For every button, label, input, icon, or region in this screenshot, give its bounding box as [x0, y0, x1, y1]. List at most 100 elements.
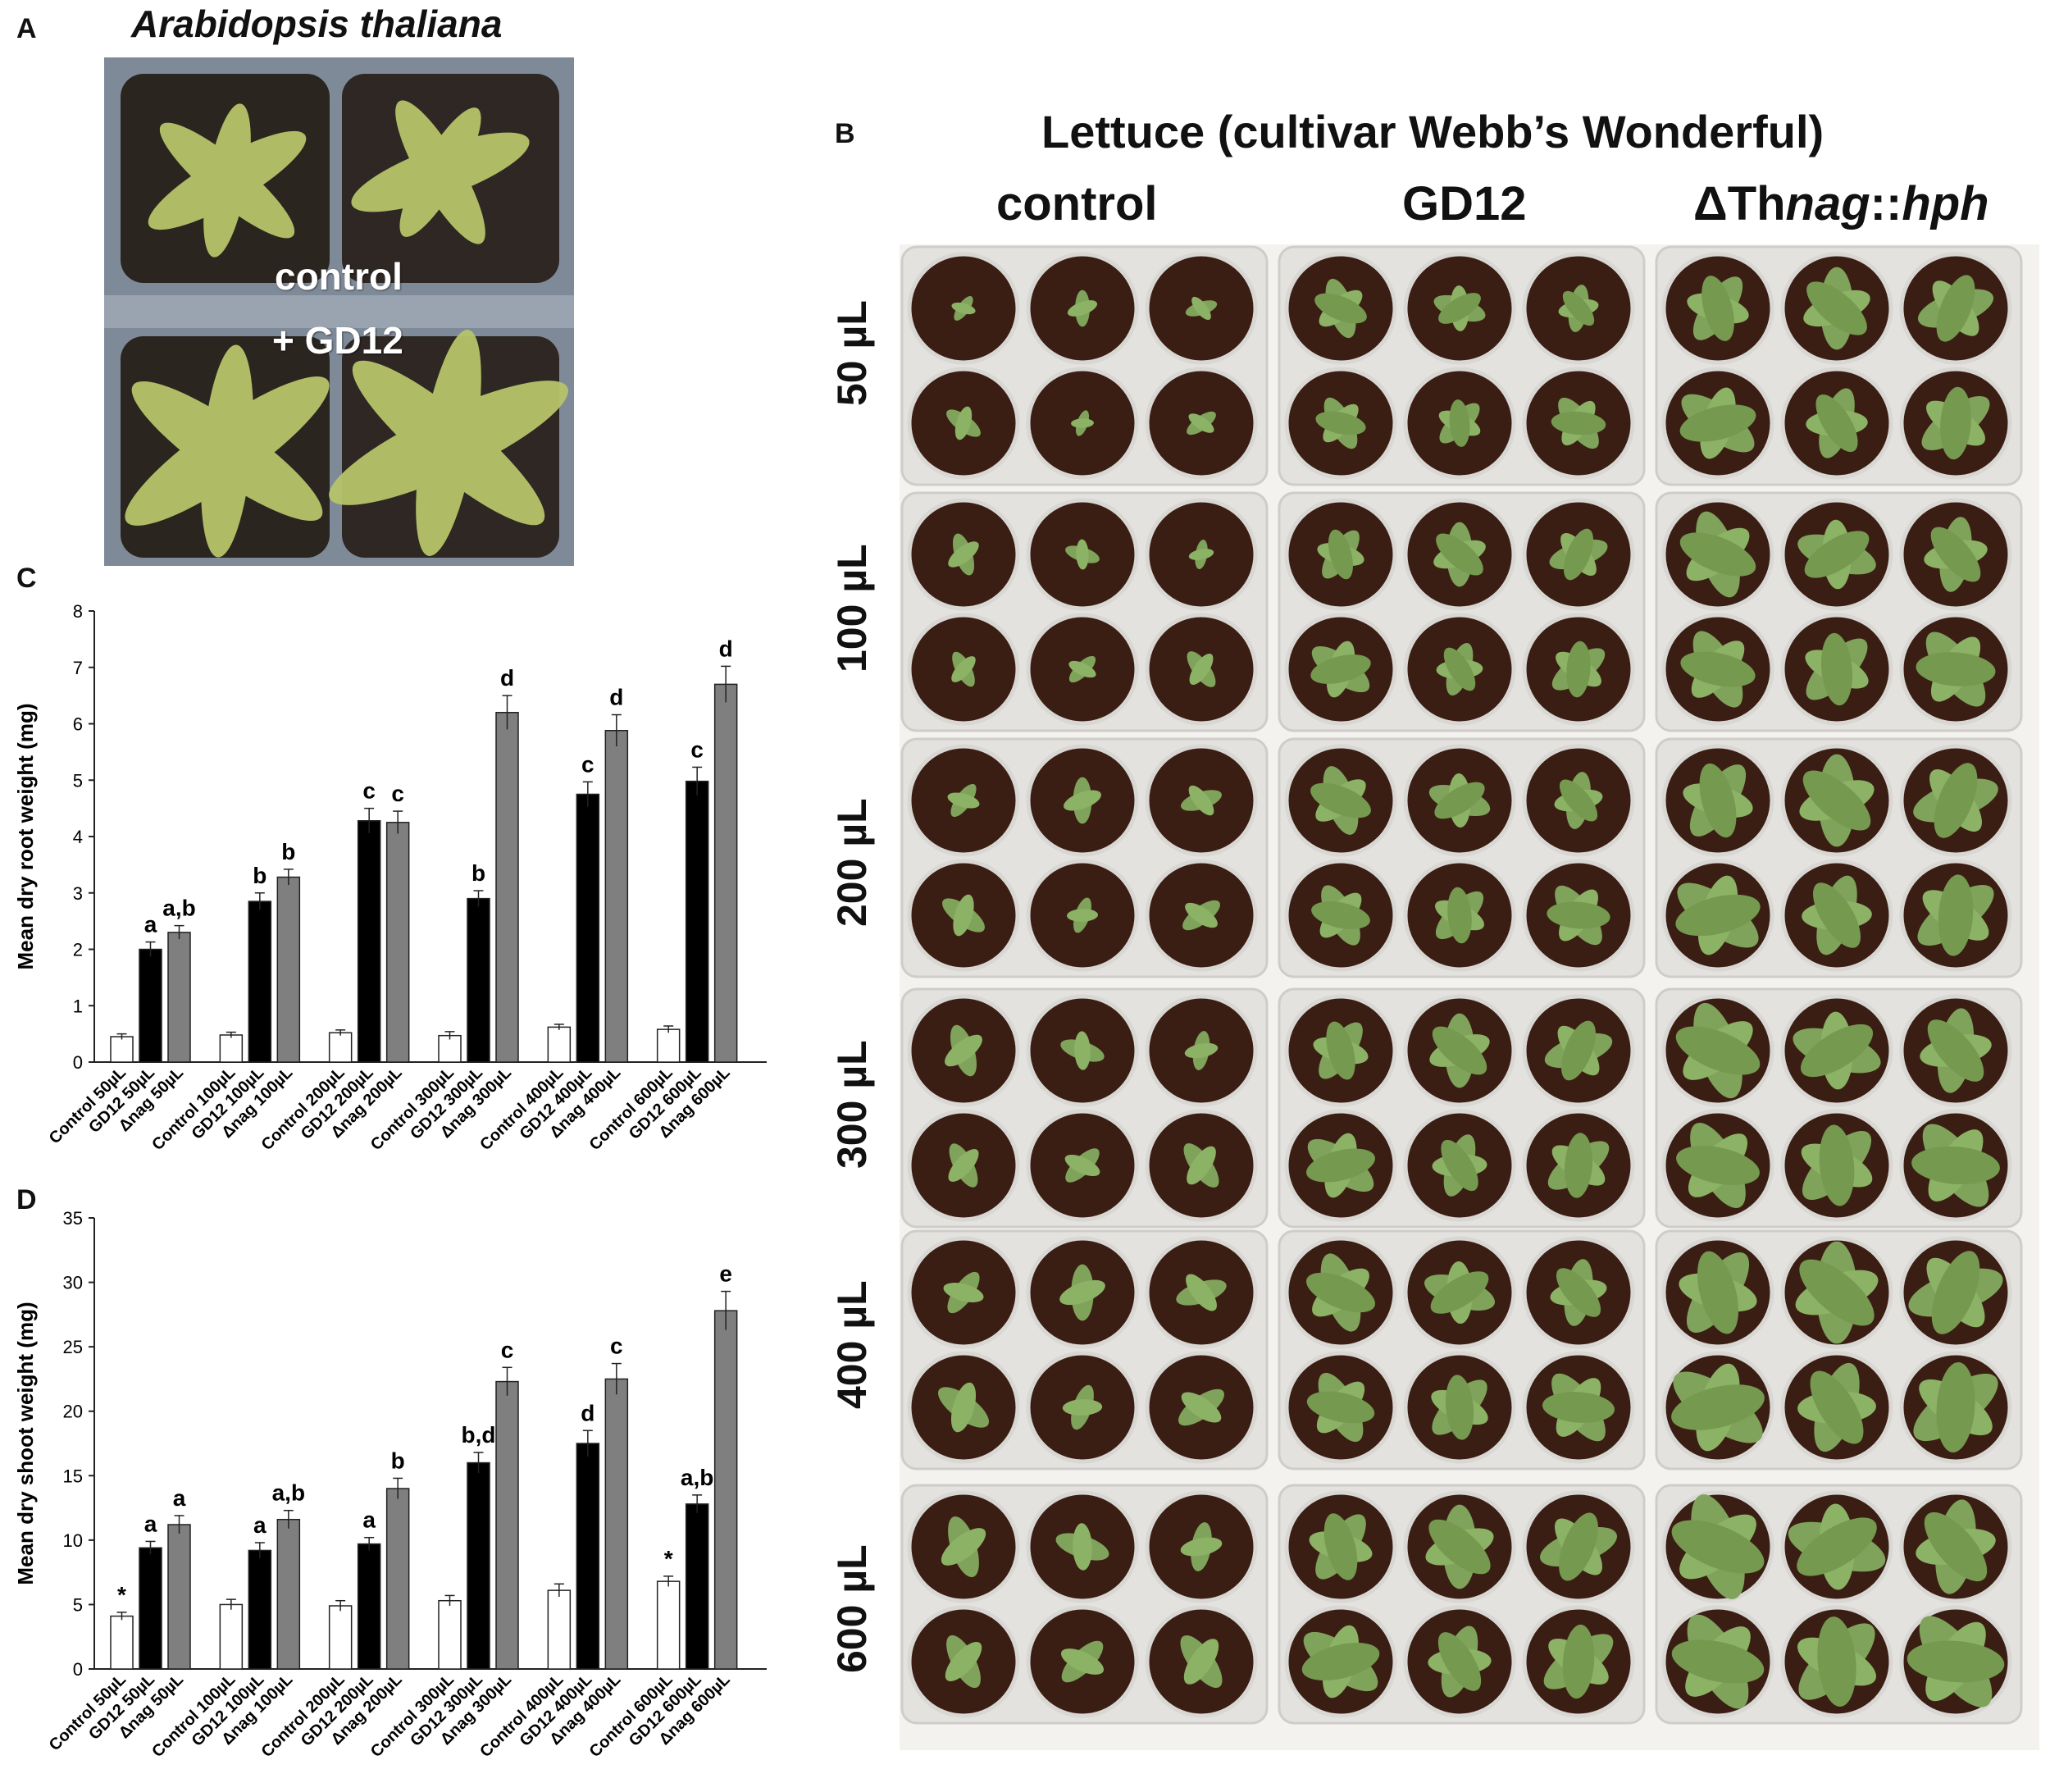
shoot-chart-y-tick-label: 5 [73, 1594, 83, 1615]
shoot-chart-bar-control [110, 1615, 134, 1670]
row-label-100: 100 µL [829, 544, 875, 673]
shoot-chart-bar-control [656, 1580, 681, 1670]
root-chart-significance-label: b [472, 860, 485, 886]
lettuce-photo [900, 244, 2039, 1750]
root-chart-y-tick-label: 8 [73, 601, 83, 622]
shoot-chart-y-axis-label: Mean dry shoot weight (mg) [13, 1302, 38, 1585]
shoot-chart-bar-gd12 [139, 1547, 162, 1670]
root-chart-bar-gd12 [576, 793, 600, 1063]
shoot-weight-chart: 0 5 10 15 20 25 30 35 Mean dry shoot weight (mg)… [0, 1197, 779, 1788]
shoot-chart-bar-gd12 [576, 1443, 600, 1670]
shoot-chart-bar-nag [276, 1518, 301, 1670]
shoot-chart-bar-nag [385, 1488, 410, 1670]
arabidopsis-photo: control + GD12 [104, 57, 574, 566]
shoot-chart-bar-gd12 [248, 1549, 272, 1670]
shoot-chart-bar-gd12 [685, 1503, 709, 1670]
shoot-chart-y-tick-label: 15 [63, 1466, 83, 1486]
shoot-chart-significance-label: * [664, 1546, 673, 1571]
panel-c-label: C [16, 563, 37, 594]
root-chart-y-axis-label: Mean dry root weight (mg) [13, 704, 38, 970]
root-chart-bar-gd12 [685, 780, 709, 1063]
shoot-chart-bar-nag [495, 1380, 519, 1670]
shoot-chart-y-tick-label: 20 [63, 1402, 83, 1422]
shoot-chart-bar-control [438, 1599, 462, 1670]
panel-a-label: A [16, 13, 37, 44]
root-chart-y-tick-label: 0 [73, 1052, 83, 1073]
root-chart-bar-control [656, 1028, 681, 1063]
root-chart-bar-gd12 [139, 948, 162, 1063]
shoot-chart-bar-control [328, 1605, 353, 1670]
shoot-chart-y-tick-label: 35 [63, 1208, 83, 1229]
shoot-chart-significance-label: a,b [681, 1465, 713, 1490]
root-chart-significance-label: d [609, 685, 623, 710]
column-header-nag: ΔThnag::hph [1693, 177, 1989, 230]
shoot-chart-y-tick-label: 0 [73, 1659, 83, 1680]
shoot-chart-significance-label: a [253, 1512, 266, 1538]
root-chart-y-tick-label: 4 [73, 827, 83, 847]
panel-a-title: Arabidopsis thaliana [131, 2, 503, 45]
shoot-chart-significance-label: a,b [272, 1480, 305, 1506]
root-chart-significance-label: d [719, 636, 733, 661]
photo-label-gd12: + GD12 [272, 319, 403, 362]
panel-b-label: B [835, 118, 855, 149]
shoot-chart-significance-label: a [144, 1511, 157, 1536]
row-label-50: 50 µL [829, 300, 875, 406]
shoot-chart-significance-label: b [391, 1448, 405, 1473]
shoot-chart-significance-label: b,d [462, 1422, 496, 1448]
column-header-control: control [996, 177, 1158, 230]
shoot-chart-significance-label: c [610, 1334, 623, 1359]
shoot-chart-bar-gd12 [467, 1461, 490, 1670]
shoot-chart-significance-label: a [173, 1485, 186, 1511]
root-chart-bar-control [328, 1032, 353, 1063]
root-weight-chart: 0 1 2 3 4 5 6 7 8 Mean dry root weight (mg) Contro… [0, 590, 779, 1181]
shoot-chart-y-tick-label: 25 [63, 1337, 83, 1357]
root-chart-significance-label: b [253, 863, 266, 888]
root-chart-y-tick-label: 7 [73, 658, 83, 678]
shoot-chart-bar-gd12 [357, 1543, 381, 1670]
root-chart-bar-control [219, 1034, 244, 1063]
shoot-chart-significance-label: * [117, 1582, 126, 1607]
panel-b-title: Lettuce (cultivar Webb’s Wonderful) [1041, 106, 1824, 157]
row-label-300: 300 µL [829, 1040, 875, 1169]
root-chart-significance-label: c [581, 751, 594, 777]
row-label-600: 600 µL [829, 1544, 875, 1673]
root-chart-significance-label: d [500, 665, 514, 691]
root-chart-significance-label: c [690, 736, 704, 762]
shoot-chart-significance-label: c [501, 1337, 514, 1362]
root-chart-significance-label: c [391, 781, 404, 806]
root-chart-significance-label: a [144, 912, 157, 937]
root-chart-bar-nag [713, 683, 738, 1063]
root-chart-bar-gd12 [467, 897, 490, 1063]
column-header-gd12: GD12 [1402, 177, 1527, 230]
root-chart-significance-label: c [362, 778, 376, 804]
shoot-chart-y-tick-label: 30 [63, 1273, 83, 1293]
root-chart-y-tick-label: 5 [73, 770, 83, 791]
shoot-chart-significance-label: e [719, 1261, 732, 1287]
root-chart-bar-gd12 [248, 901, 272, 1063]
shoot-chart-bar-nag [713, 1310, 738, 1670]
root-chart-bar-control [547, 1026, 572, 1063]
root-chart-y-tick-label: 6 [73, 714, 83, 735]
row-label-400: 400 µL [829, 1280, 875, 1409]
shoot-chart-significance-label: a [362, 1507, 376, 1533]
root-chart-bar-nag [167, 932, 191, 1063]
root-chart-bar-nag [385, 822, 410, 1063]
root-chart-y-tick-label: 3 [73, 883, 83, 904]
root-chart-y-tick-label: 1 [73, 996, 83, 1016]
photo-label-control: control [275, 255, 403, 298]
shoot-chart-bar-nag [604, 1378, 629, 1670]
shoot-chart-bar-nag [167, 1524, 191, 1670]
shoot-chart-y-tick-label: 10 [63, 1530, 83, 1551]
root-chart-bar-nag [276, 876, 301, 1063]
root-chart-significance-label: a,b [162, 896, 195, 921]
root-chart-significance-label: b [281, 839, 295, 864]
root-chart-bar-control [110, 1036, 134, 1063]
shoot-chart-bar-control [547, 1589, 572, 1670]
root-chart-bar-control [438, 1034, 462, 1063]
shoot-chart-significance-label: d [581, 1400, 594, 1425]
root-chart-y-tick-label: 2 [73, 940, 83, 960]
root-chart-bar-gd12 [357, 820, 381, 1063]
panel-d-label: D [16, 1184, 37, 1215]
root-chart-bar-nag [604, 730, 629, 1063]
root-chart-bar-nag [495, 712, 519, 1063]
